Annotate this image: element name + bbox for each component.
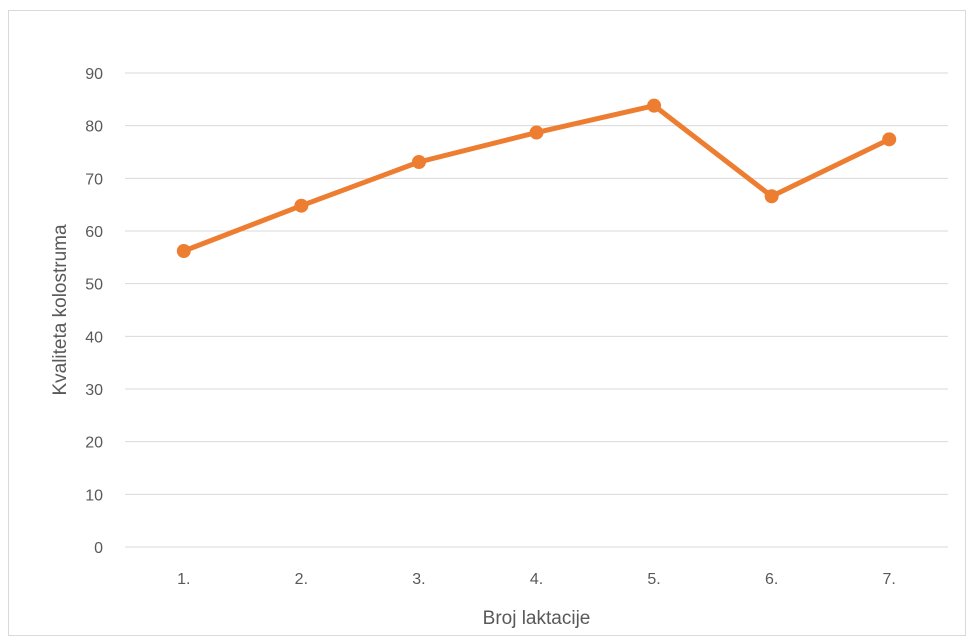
x-tick-label: 1. [177, 571, 190, 588]
x-tick-label: 5. [647, 571, 660, 588]
data-point [882, 132, 897, 147]
x-tick-labels: 1. 2. 3. 4. 5. 6. 7. [177, 571, 896, 588]
y-tick-label: 80 [85, 119, 103, 136]
x-tick-label: 7. [883, 571, 896, 588]
y-tick-label: 70 [85, 171, 103, 188]
data-point [764, 189, 779, 204]
data-point [176, 244, 191, 259]
x-tick-label: 2. [295, 571, 308, 588]
x-axis-title: Broj laktacije [483, 608, 591, 629]
y-tick-label: 40 [85, 329, 103, 346]
x-tick-label: 4. [530, 571, 543, 588]
series-group [176, 98, 897, 259]
gridlines [125, 72, 948, 548]
data-point [529, 125, 544, 140]
x-tick-label: 6. [765, 571, 778, 588]
chart-frame [8, 10, 966, 636]
y-tick-label: 20 [85, 435, 103, 452]
y-axis-title: Kvaliteta kolostruma [50, 224, 71, 396]
y-tick-label: 60 [85, 224, 103, 241]
data-point [294, 198, 309, 213]
y-tick-label: 10 [85, 487, 103, 504]
x-tick-label: 3. [412, 571, 425, 588]
y-tick-label: 0 [94, 540, 103, 557]
data-point [411, 155, 426, 170]
y-tick-label: 90 [85, 66, 103, 83]
y-tick-label: 30 [85, 382, 103, 399]
y-tick-label: 50 [85, 277, 103, 294]
data-point [647, 98, 662, 113]
y-tick-labels: 0 10 20 30 40 50 60 70 80 90 [85, 66, 103, 557]
